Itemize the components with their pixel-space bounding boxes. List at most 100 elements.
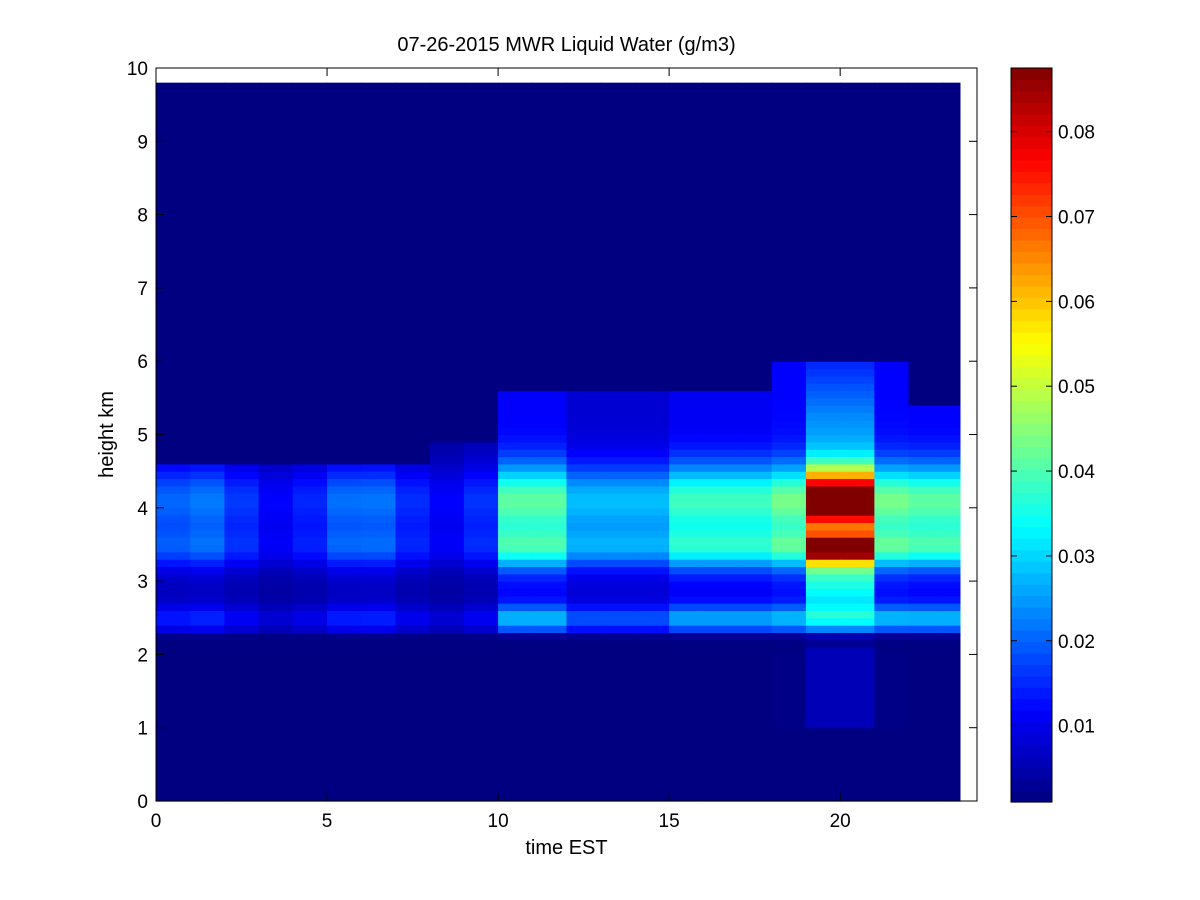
heatmap-cell [669,427,704,436]
heatmap-cell [669,170,704,179]
heatmap-cell [771,258,807,267]
heatmap-cell [737,771,773,780]
heatmap-cell [361,463,397,472]
heatmap-cell [190,441,226,450]
heatmap-cell [703,456,739,465]
heatmap-cell [395,419,431,428]
heatmap-cell [258,786,294,795]
colorbar-step [1011,205,1052,218]
heatmap-cell [190,779,226,787]
heatmap-cell [771,705,807,714]
heatmap-cell [498,280,533,289]
heatmap-cell [190,529,226,538]
heatmap-cell [942,97,961,106]
heatmap-cell [737,625,773,634]
heatmap-cell [669,295,704,304]
heatmap-cell [771,104,807,113]
heatmap-cell [156,295,191,304]
heatmap-cell [224,82,260,91]
heatmap-cell [532,478,568,487]
heatmap-cell [532,133,568,142]
heatmap-cell [463,375,499,384]
heatmap-cell [737,133,773,142]
heatmap-cell [600,588,636,597]
heatmap-cell [840,573,875,582]
heatmap-cell [566,463,602,472]
heatmap-cell [942,529,961,538]
heatmap-cell [156,324,191,333]
colorbar-step [1011,515,1052,528]
heatmap-cell [190,346,226,355]
heatmap-cell [840,383,875,392]
heatmap-cell [874,251,910,260]
heatmap-cell [361,229,397,238]
heatmap-cell [292,639,328,648]
heatmap-cell [874,507,910,516]
heatmap-cell [395,441,431,450]
heatmap-cell [805,456,841,465]
heatmap-cell [532,111,568,120]
heatmap-cell [395,654,431,663]
heatmap-cell [258,295,294,304]
colorbar-step [1011,538,1052,551]
heatmap-cell [498,742,533,751]
heatmap-cell [840,265,875,274]
heatmap-cell [395,177,431,186]
heatmap-cell [600,749,636,758]
colorbar-tick-label: 0.01 [1058,717,1095,738]
heatmap-cell [327,742,362,751]
heatmap-cell [840,463,875,472]
heatmap-cell [532,573,568,582]
colorbar-step [1011,343,1052,356]
heatmap-cell [942,786,961,795]
heatmap-cell [566,141,602,150]
heatmap-cell [942,757,961,765]
heatmap-cell [840,610,875,619]
heatmap-cell [532,507,568,516]
heatmap-cell [429,324,465,333]
heatmap-cell [190,412,226,421]
heatmap-cell [634,771,670,780]
heatmap-cell [703,199,739,208]
colorbar-tick-label: 0.06 [1058,292,1095,313]
heatmap-cell [463,588,499,597]
heatmap-cell [463,705,499,714]
heatmap-cell [327,683,362,692]
heatmap-cell [258,317,294,326]
heatmap-cell [532,698,568,707]
heatmap-cell [840,89,875,98]
heatmap-cell [532,419,568,428]
heatmap-cell [498,434,533,443]
heatmap-cell [703,742,739,751]
heatmap-cell [463,368,499,377]
heatmap-cell [669,529,704,538]
heatmap-cell [258,683,294,692]
heatmap-cell [327,749,362,758]
heatmap-cell [600,456,636,465]
heatmap-cell [498,500,533,509]
heatmap-cell [908,779,944,787]
heatmap-cell [190,390,226,399]
heatmap-cell [429,786,465,795]
heatmap-cell [942,617,961,626]
heatmap-cell [908,691,944,699]
heatmap-cell [327,148,362,157]
heatmap-cell [463,214,499,223]
heatmap-cell [463,383,499,392]
heatmap-cell [292,610,328,619]
heatmap-cell [703,603,739,612]
heatmap-cell [258,617,294,626]
heatmap-cell [737,295,773,304]
heatmap-cell [463,493,499,502]
heatmap-cell [156,339,191,348]
heatmap-cell [737,280,773,289]
heatmap-cell [532,258,568,267]
heatmap-cell [258,573,294,582]
colorbar-step [1011,217,1052,230]
heatmap-cell [908,764,944,773]
heatmap-cell [327,236,362,245]
heatmap-cell [156,742,191,751]
heatmap-cell [840,346,875,355]
heatmap-cell [566,588,602,597]
heatmap-cell [292,471,328,480]
